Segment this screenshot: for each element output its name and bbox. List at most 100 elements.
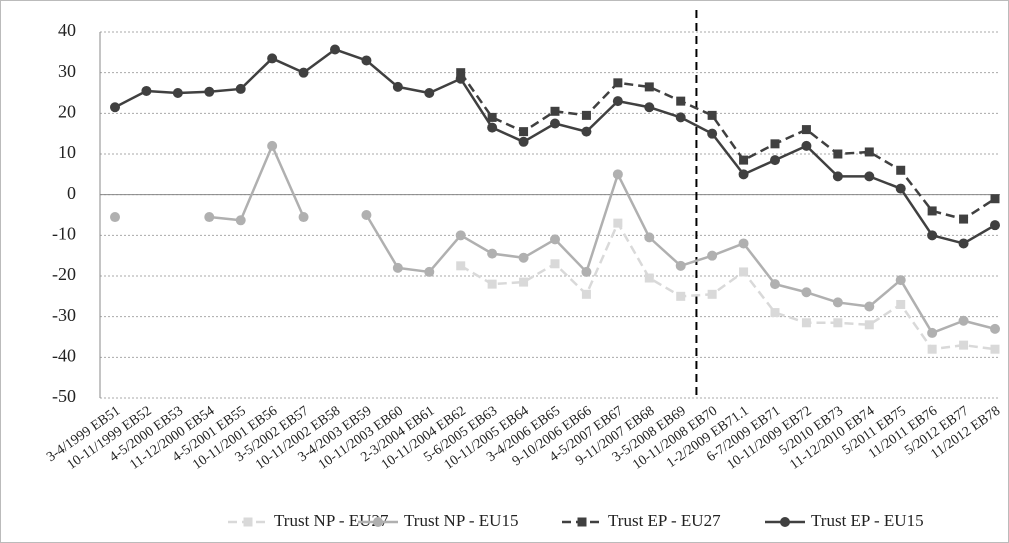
marker bbox=[235, 215, 246, 226]
marker bbox=[487, 122, 498, 133]
marker bbox=[958, 238, 969, 249]
marker bbox=[550, 106, 560, 116]
marker bbox=[959, 214, 969, 224]
y-tick-label: 10 bbox=[58, 142, 76, 162]
marker bbox=[707, 128, 718, 139]
marker bbox=[361, 55, 372, 66]
marker bbox=[864, 171, 875, 182]
marker bbox=[927, 327, 938, 338]
marker bbox=[770, 155, 780, 166]
marker bbox=[204, 86, 215, 97]
marker bbox=[644, 82, 654, 92]
y-tick-label: 30 bbox=[58, 61, 76, 81]
marker bbox=[738, 238, 749, 249]
marker bbox=[927, 206, 937, 216]
marker bbox=[267, 53, 278, 64]
series-line bbox=[460, 221, 996, 351]
marker bbox=[770, 308, 780, 318]
marker bbox=[110, 102, 120, 113]
marker bbox=[487, 248, 498, 259]
marker bbox=[644, 273, 654, 283]
y-tick-label: 0 bbox=[67, 183, 76, 203]
legend-marker bbox=[373, 517, 383, 527]
marker bbox=[864, 147, 874, 157]
marker bbox=[612, 96, 623, 107]
marker bbox=[770, 139, 780, 149]
marker bbox=[896, 165, 906, 175]
marker bbox=[990, 194, 1000, 204]
marker bbox=[392, 262, 403, 273]
marker bbox=[864, 320, 874, 330]
marker bbox=[581, 126, 592, 137]
marker bbox=[581, 289, 591, 299]
marker bbox=[895, 275, 906, 286]
marker bbox=[330, 44, 340, 55]
marker bbox=[864, 301, 875, 312]
legend-marker bbox=[780, 517, 790, 527]
marker bbox=[581, 266, 592, 277]
y-tick-label: -40 bbox=[52, 345, 76, 365]
legend-marker bbox=[243, 517, 253, 527]
marker bbox=[770, 279, 780, 290]
marker bbox=[644, 232, 655, 243]
legend-label: Trust NP - EU15 bbox=[404, 511, 518, 530]
marker bbox=[959, 340, 969, 350]
y-tick-label: -20 bbox=[52, 264, 76, 284]
marker bbox=[550, 259, 560, 269]
marker bbox=[832, 297, 843, 308]
marker bbox=[455, 73, 466, 84]
marker bbox=[833, 149, 843, 159]
marker bbox=[801, 318, 811, 328]
marker bbox=[361, 210, 372, 220]
marker bbox=[204, 212, 215, 223]
marker bbox=[172, 88, 183, 98]
marker bbox=[518, 136, 529, 147]
marker bbox=[739, 267, 749, 277]
marker bbox=[550, 118, 560, 129]
marker bbox=[927, 344, 937, 354]
marker bbox=[675, 112, 686, 123]
marker bbox=[141, 85, 152, 96]
marker bbox=[990, 344, 1000, 354]
marker bbox=[990, 323, 1000, 334]
series-line bbox=[459, 71, 996, 221]
marker bbox=[739, 155, 749, 165]
marker bbox=[550, 234, 560, 245]
marker bbox=[424, 266, 435, 277]
marker bbox=[927, 230, 938, 241]
marker bbox=[644, 102, 655, 113]
marker bbox=[676, 291, 686, 301]
marker bbox=[487, 279, 497, 289]
marker bbox=[298, 212, 309, 223]
marker bbox=[298, 67, 309, 78]
y-tick-label: -10 bbox=[52, 223, 76, 243]
marker bbox=[958, 315, 969, 326]
legend-label: Trust EP - EU27 bbox=[608, 511, 721, 530]
marker bbox=[707, 110, 717, 120]
legend-label: Trust NP - EU27 bbox=[274, 511, 389, 530]
marker bbox=[801, 287, 812, 298]
y-tick-label: -30 bbox=[52, 305, 76, 325]
marker bbox=[613, 78, 623, 88]
marker bbox=[896, 299, 906, 309]
marker bbox=[519, 127, 529, 137]
marker bbox=[424, 88, 435, 98]
marker bbox=[676, 96, 686, 106]
marker bbox=[707, 250, 718, 261]
marker bbox=[267, 140, 278, 151]
marker bbox=[518, 252, 529, 263]
marker bbox=[581, 110, 591, 120]
marker bbox=[801, 140, 812, 151]
legend-label: Trust EP - EU15 bbox=[811, 511, 924, 530]
y-tick-label: 20 bbox=[58, 101, 76, 121]
marker bbox=[613, 218, 623, 228]
marker bbox=[455, 230, 466, 241]
marker bbox=[392, 81, 403, 92]
marker bbox=[738, 169, 749, 180]
marker bbox=[519, 277, 529, 287]
marker bbox=[675, 260, 686, 271]
marker bbox=[990, 220, 1000, 231]
marker bbox=[612, 169, 623, 180]
